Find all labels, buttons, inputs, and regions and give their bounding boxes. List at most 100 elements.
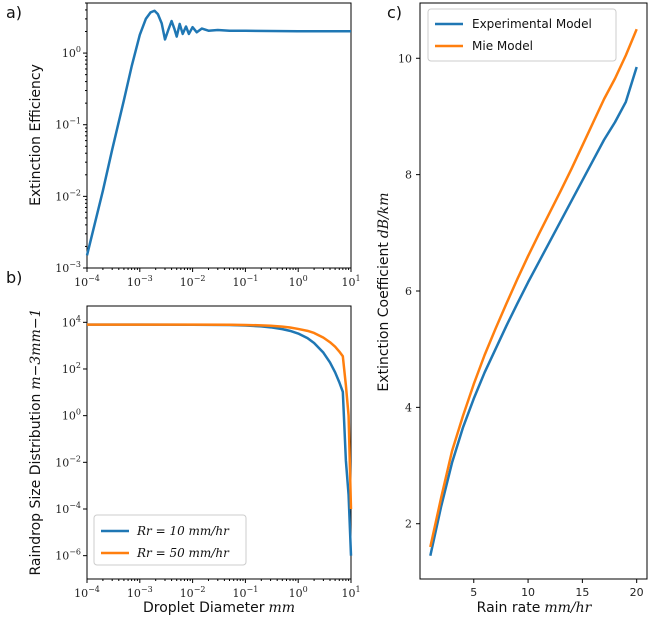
- panel-a-y-tick-label-base: 10: [55, 119, 69, 132]
- panel-b-y-tick-label: 10−2: [55, 454, 81, 469]
- panel-b-y-tick-label-base: 10: [55, 456, 69, 469]
- panel-b-legend-box: [93, 514, 247, 566]
- panel-a-x-tick-label: 100: [289, 274, 308, 289]
- panel-c-x-tick-label: 20: [630, 586, 644, 599]
- panel-a-x-tick-label: 10−3: [127, 274, 153, 289]
- panel-a-series-line: [85, 9, 351, 256]
- panel-b-lines: [87, 323, 353, 556]
- panel-a-x-tick-label-base: 10: [127, 276, 141, 289]
- panel-b-x-ticks: 10−4 10−3 10−2 10−1 100 101: [74, 579, 361, 600]
- panel-a-x-tick-label-exp: −4: [88, 274, 100, 283]
- panel-a-x-tick-label-exp: 1: [355, 274, 360, 283]
- panel-b-x-tick-label-exp: 0: [303, 585, 308, 594]
- panel-a-x-ticks: 10−4 10−3 10−2 10−1 100 101: [74, 268, 361, 289]
- panel-b-y-tick-label: 10−4: [55, 501, 81, 516]
- panel-a-y-tick-label: 10−3: [55, 260, 81, 275]
- panel-b-y-tick-label: 10−6: [55, 548, 81, 563]
- panel-c-y-tick-label: 8: [405, 169, 412, 182]
- panel-b-x-tick-label-base: 10: [289, 587, 303, 600]
- panel-a-x-tick-label: 101: [341, 274, 360, 289]
- panel-c-x-label-text: Rain rate: [477, 600, 541, 616]
- panel-b-x-tick-label-exp: −3: [141, 585, 153, 594]
- panel-b-legend-label: Rr = 10 mm/hr: [136, 524, 230, 538]
- panel-b-x-tick-label-exp: −1: [247, 585, 259, 594]
- panel-c-x-ticks: 5 10 15 20: [470, 579, 644, 599]
- panel-c-y-tick-label: 2: [405, 518, 412, 531]
- panel-b-y-tick-label-base: 10: [55, 503, 69, 516]
- panel-a-y-label: Extinction Efficiency: [28, 64, 44, 206]
- panel-a-x-tick-label-base: 10: [74, 276, 88, 289]
- panel-a-x-tick-label: 10−2: [180, 274, 206, 289]
- panel-b-y-label-unit: m−3mm−1: [28, 309, 44, 390]
- panel-a-y-tick-label: 10−1: [55, 117, 81, 132]
- panel-b-x-tick-label-exp: 1: [355, 585, 360, 594]
- panel-c-y-label-unit: dB/km: [376, 192, 392, 238]
- panel-a-y-tick-label-exp: 0: [76, 45, 81, 54]
- panel-b-x-tick-label: 10−4: [74, 585, 100, 600]
- panel-b-x-tick-label: 10−3: [127, 585, 153, 600]
- panel-b-x-tick-label-base: 10: [180, 587, 194, 600]
- panel-b-label: b): [6, 268, 22, 287]
- panel-b-x-tick-label: 10−1: [233, 585, 259, 600]
- panel-a-y-tick-label-exp: −1: [69, 117, 81, 126]
- panel-b-y-label-text: Raindrop Size Distribution: [28, 394, 44, 576]
- panel-a-y-tick-label-exp: −3: [69, 260, 81, 269]
- panel-c-x-tick-label: 5: [470, 586, 477, 599]
- panel-c-y-tick-label: 10: [398, 52, 412, 65]
- panel-a-x-tick-label-exp: −2: [194, 274, 206, 283]
- panel-a-y-tick-label-base: 10: [55, 190, 69, 203]
- panel-b-x-tick-label-exp: −4: [88, 585, 100, 594]
- panel-b-y-tick-label: 100: [62, 408, 81, 423]
- panel-a-label: a): [6, 3, 22, 22]
- panel-b-x-tick-label-base: 10: [127, 587, 141, 600]
- panel-b-x-tick-label-base: 10: [74, 587, 88, 600]
- panel-c-x-tick-label: 15: [575, 586, 589, 599]
- panel-c-series-line: [429, 28, 638, 548]
- panel-a-y-tick-label: 100: [62, 45, 81, 60]
- panel-c-series-line: [429, 66, 638, 556]
- panel-c-frame: [419, 2, 648, 580]
- panel-c-legend-box: [427, 8, 617, 62]
- panel-c-legend-label: Mie Model: [472, 39, 533, 53]
- panel-c-x-label-unit: mm/hr: [544, 600, 592, 616]
- panel-a-x-tick-label-base: 10: [180, 276, 194, 289]
- panel-b-x-tick-label: 101: [341, 585, 360, 600]
- panel-b-legend-label: Rr = 50 mm/hr: [136, 546, 230, 560]
- panel-b-x-label: Droplet Diameter mm: [143, 600, 295, 616]
- panel-c-y-label: Extinction Coefficient dB/km: [376, 192, 392, 391]
- panel-b-y-tick-label-base: 10: [62, 363, 76, 376]
- panel-b-frame: [86, 305, 352, 580]
- panel-a-y-tick-label-base: 10: [62, 47, 76, 60]
- panel-b-y-tick-label-exp: 2: [76, 361, 81, 370]
- panel-a-x-tick-label: 10−4: [74, 274, 100, 289]
- panel-b-y-tick-label-exp: −4: [69, 501, 81, 510]
- panel-c: c) 2 4 6 8 10 5 10 15 20 Experimental Model Mie …: [376, 2, 648, 616]
- panel-a-x-tick-label-exp: −1: [247, 274, 259, 283]
- panel-b-y-tick-label: 104: [62, 314, 81, 329]
- panel-a-lines: [85, 9, 351, 256]
- panel-b-x-label-text: Droplet Diameter: [143, 600, 265, 616]
- panel-a-frame: [86, 2, 352, 269]
- panel-b-x-tick-label-base: 10: [233, 587, 247, 600]
- panel-a-x-tick-label-base: 10: [289, 276, 303, 289]
- panel-c-y-tick-label: 6: [405, 285, 412, 298]
- panel-c-legend-label: Experimental Model: [472, 17, 592, 31]
- panel-b-y-tick-label: 102: [62, 361, 81, 376]
- panel-b-legend: Rr = 10 mm/hr Rr = 50 mm/hr: [93, 514, 247, 566]
- panel-b-y-tick-label-base: 10: [62, 410, 76, 423]
- panel-c-y-label-text: Extinction Coefficient: [376, 242, 392, 392]
- panel-c-lines: [429, 28, 638, 556]
- panel-b-y-tick-label-exp: 0: [76, 408, 81, 417]
- panel-b-y-tick-label-exp: −2: [69, 454, 81, 463]
- panel-a-x-tick-label-exp: 0: [303, 274, 308, 283]
- panel-b-y-label: Raindrop Size Distribution m−3mm−1: [28, 309, 44, 576]
- panel-b-x-tick-label-base: 10: [341, 587, 355, 600]
- panel-b-y-tick-label-exp: −6: [69, 548, 81, 557]
- panel-c-y-ticks: 2 4 6 8 10: [398, 52, 420, 531]
- panel-b-y-tick-label-base: 10: [55, 550, 69, 563]
- panel-b-x-tick-label-exp: −2: [194, 585, 206, 594]
